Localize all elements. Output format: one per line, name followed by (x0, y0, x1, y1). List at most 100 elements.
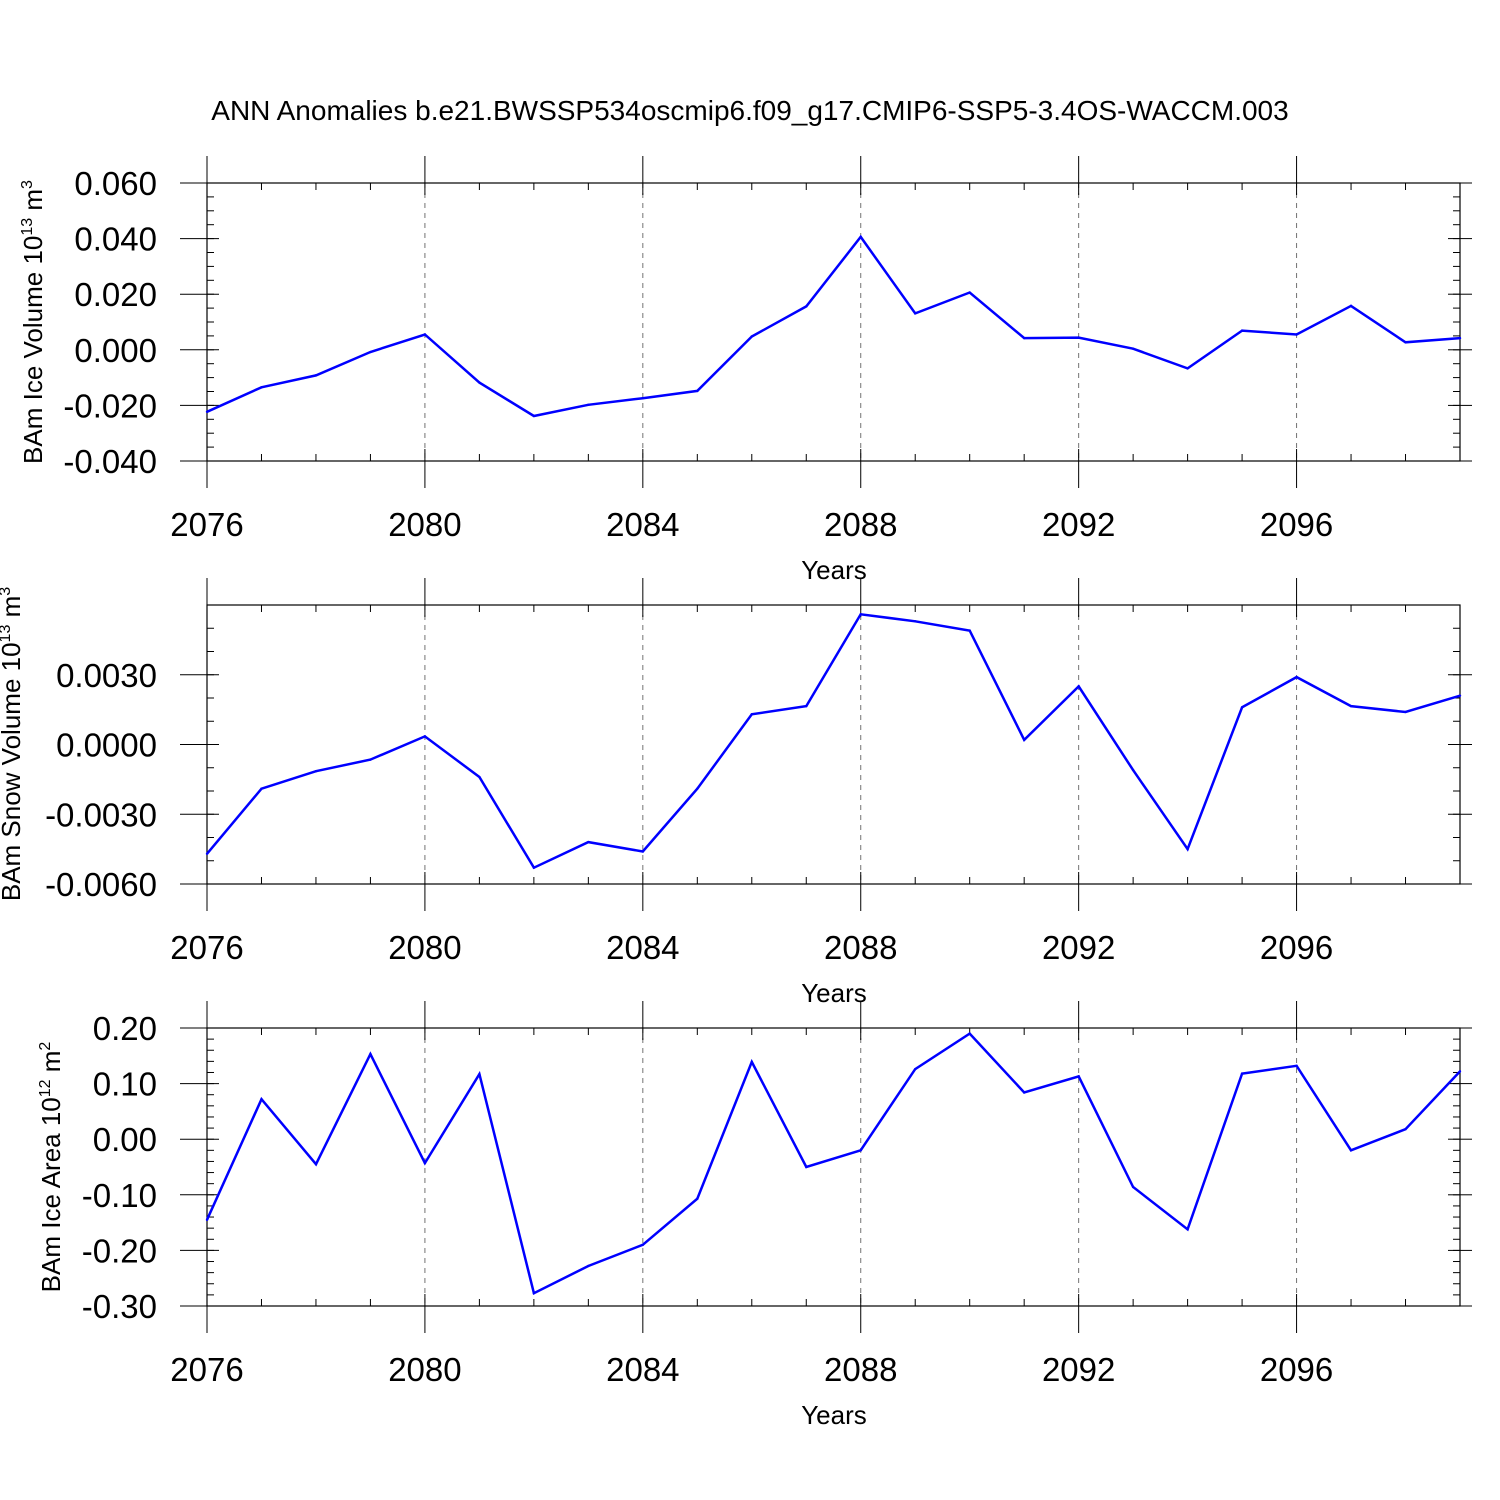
plot-frame (206, 604, 1461, 885)
x-tick-label: 2096 (1260, 506, 1333, 543)
y-tick-label: 0.20 (93, 1010, 157, 1047)
data-point (859, 235, 862, 239)
panel-3: -0.30 -0.20 -0.10 0.00 0.10 0.20 2076 2080 2084 2… (36, 1001, 1472, 1430)
data-point (696, 1197, 699, 1200)
data-point (1458, 1070, 1462, 1073)
x-tick-label: 2076 (170, 1351, 243, 1388)
y-tick-label: -0.10 (82, 1177, 157, 1214)
data-point (1186, 367, 1189, 370)
data-point (805, 704, 808, 708)
series-line (206, 612, 1461, 870)
data-point (1349, 304, 1353, 308)
data-point (1295, 333, 1298, 336)
data-point (205, 1218, 209, 1222)
data-point (859, 613, 862, 616)
data-point (1022, 738, 1026, 742)
data-point (587, 403, 590, 407)
y-tick-label: 0.020 (74, 276, 157, 313)
plot-frame (206, 1027, 1461, 1307)
data-point (478, 1072, 481, 1076)
x-tick-label: 2092 (1042, 506, 1115, 543)
data-point (1022, 1091, 1026, 1094)
x-tick-label: 2096 (1260, 929, 1333, 966)
data-point (369, 1052, 372, 1056)
data-point (1349, 704, 1353, 708)
data-point (859, 1149, 862, 1152)
data-point (1404, 710, 1407, 714)
data-point (1240, 706, 1244, 709)
x-tick-label: 2080 (388, 929, 461, 966)
data-point (641, 1243, 645, 1247)
y-tick-label: 0.00 (93, 1121, 157, 1158)
data-point (696, 787, 699, 790)
x-tick-label: 2092 (1042, 1351, 1115, 1388)
x-tick-label: 2084 (606, 929, 679, 966)
x-axis-title: Years (801, 555, 867, 585)
data-point (1240, 1072, 1244, 1075)
data-point (968, 291, 971, 294)
data-point (1022, 336, 1026, 340)
data-point (260, 787, 263, 790)
data-point (1186, 1228, 1189, 1231)
data-point (1458, 336, 1462, 340)
series-line (205, 1031, 1461, 1296)
data-point (1131, 347, 1135, 350)
data-point (260, 386, 263, 389)
data-point (205, 852, 209, 855)
x-tick-label: 2088 (824, 506, 897, 543)
x-tick-label: 2076 (170, 506, 243, 543)
data-point (805, 305, 808, 308)
x-tick-label: 2076 (170, 929, 243, 966)
data-point (914, 312, 917, 315)
data-point (423, 735, 427, 738)
y-tick-label: 0.060 (74, 165, 157, 202)
figure-title: ANN Anomalies b.e21.BWSSP534oscmip6.f09_… (211, 95, 1288, 126)
data-point (314, 770, 318, 773)
data-point (532, 414, 536, 418)
data-point (260, 1097, 263, 1101)
data-point (1295, 1064, 1298, 1068)
data-point (369, 758, 372, 761)
data-point (1077, 1075, 1080, 1078)
x-tick-label: 2080 (388, 506, 461, 543)
y-tick-label: -0.020 (63, 387, 157, 424)
x-tick-label: 2096 (1260, 1351, 1333, 1388)
data-point (532, 866, 536, 869)
data-point (1077, 336, 1080, 339)
x-tick-label: 2084 (606, 506, 679, 543)
data-point (1240, 329, 1244, 332)
data-point (968, 629, 971, 632)
data-point (1404, 341, 1407, 344)
panel-2: -0.0060 -0.0030 0.0000 0.0030 2076 2080 2084 20… (0, 578, 1472, 1008)
data-point (423, 333, 427, 336)
data-point (1295, 675, 1298, 679)
y-tick-label: -0.30 (82, 1288, 157, 1325)
panel-1: -0.040 -0.020 0.000 0.020 0.040 0.060 2076 2080… (18, 156, 1472, 585)
data-point (750, 1060, 753, 1064)
data-point (1404, 1127, 1407, 1131)
x-tick-label: 2088 (824, 1351, 897, 1388)
data-point (1458, 694, 1462, 697)
y-tick-label: 0.10 (93, 1066, 157, 1103)
series-line (206, 234, 1461, 418)
data-point (587, 1264, 590, 1268)
data-point (1131, 768, 1135, 772)
y-tick-label: 0.000 (74, 332, 157, 369)
y-tick-label: 0.0030 (56, 657, 157, 694)
y-tick-label: -0.040 (63, 443, 157, 480)
y-axis-title: BAm Ice Area 1012 m2 (36, 1042, 66, 1293)
plot-frame (206, 182, 1461, 462)
data-point (750, 713, 753, 716)
data-point (750, 335, 753, 338)
y-tick-label: -0.0030 (45, 796, 157, 833)
data-point (478, 775, 481, 779)
data-point (205, 410, 209, 413)
data-point (314, 1163, 318, 1166)
data-point (423, 1161, 427, 1165)
y-tick-label: -0.20 (82, 1232, 157, 1269)
data-point (914, 620, 917, 623)
data-point (641, 850, 645, 853)
data-point (968, 1032, 971, 1035)
data-point (587, 840, 590, 844)
data-point (314, 374, 318, 377)
